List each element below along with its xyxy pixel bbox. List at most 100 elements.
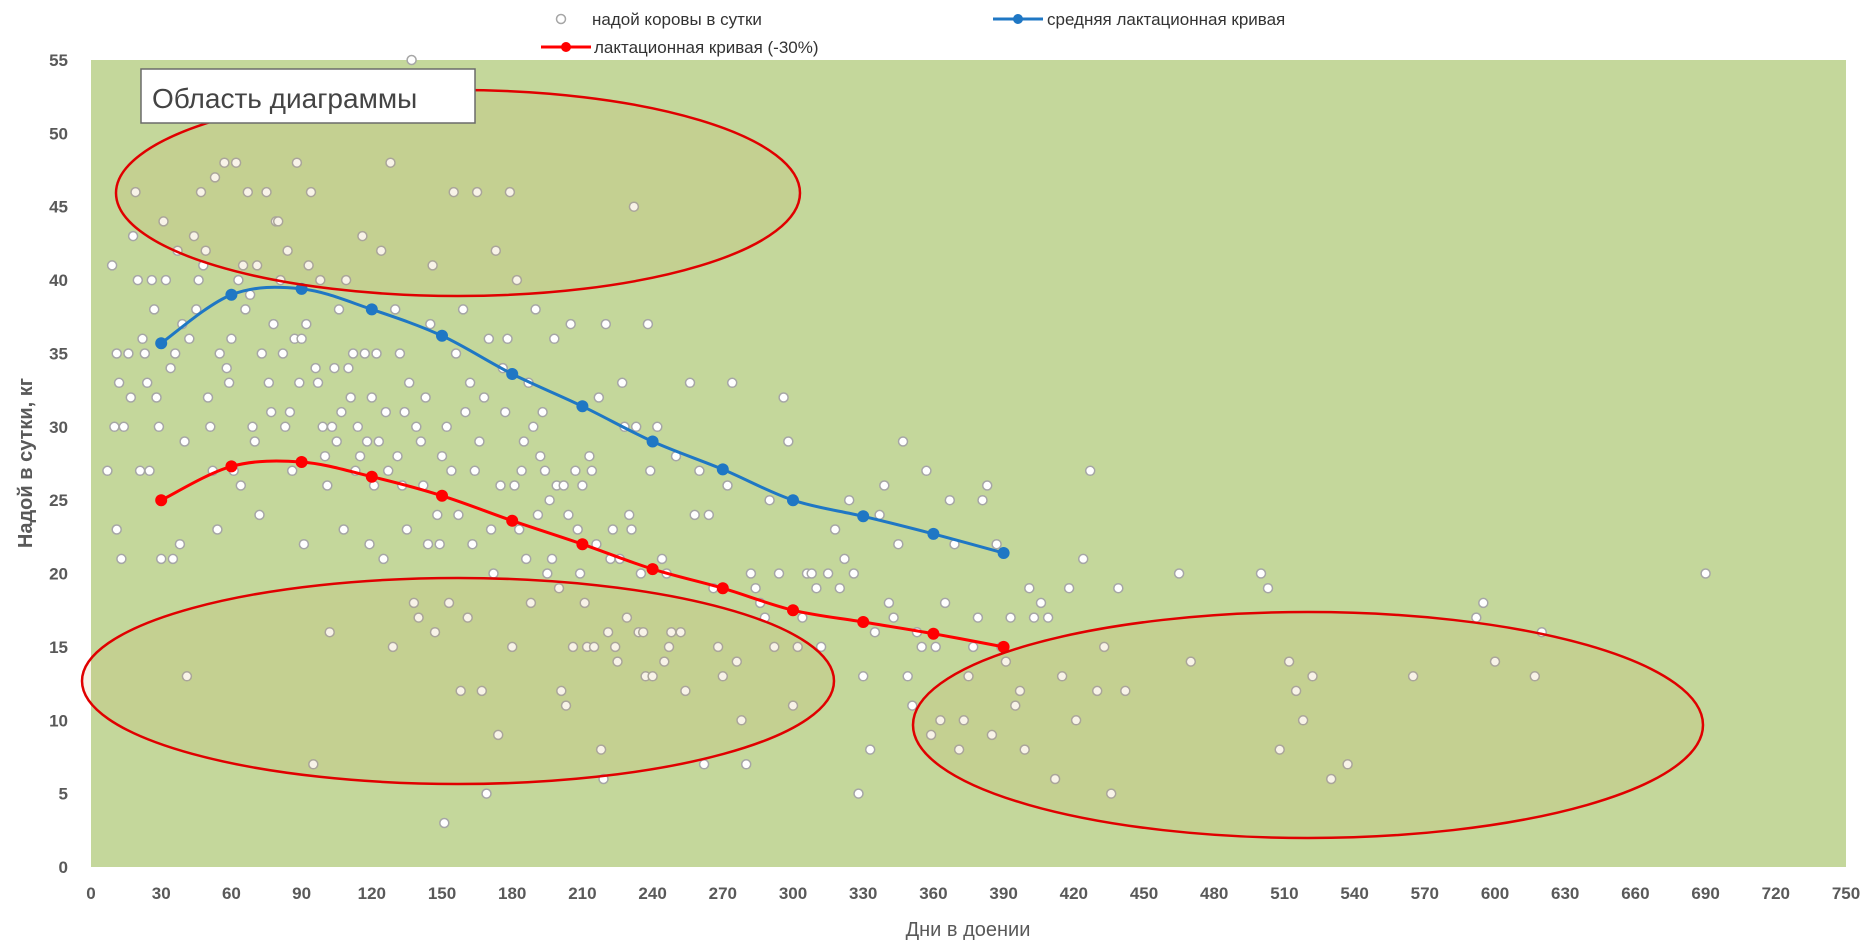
scatter-point [296,333,307,345]
scatter-point [516,465,527,477]
x-tick-label: 150 [428,884,456,903]
average-curve-point [716,463,729,476]
scatter-point [127,230,139,242]
scatter-point [537,406,548,418]
average-curve-point [225,288,238,301]
legend-marker-reduced [561,42,571,52]
reduced-curve-point [646,563,659,576]
scatter-point [329,362,340,374]
scatter-point [750,582,761,594]
scatter-point [432,509,443,521]
scatter-point [109,421,120,433]
x-tick-label: 90 [292,884,311,903]
average-curve-point [646,435,659,448]
scatter-point [584,450,595,462]
highlight-ellipse-bottom-left [80,576,836,786]
scatter-point [298,538,310,550]
scatter-point [352,421,364,433]
scatter-point [291,157,303,168]
tooltip-box [140,68,476,124]
reduced-curve-point [927,627,940,640]
scatter-point [897,436,909,447]
x-tick-label: 600 [1481,884,1509,903]
scatter-point [366,392,378,403]
scatter-point [111,524,122,535]
scatter-point [958,715,970,726]
scatter-point [506,641,518,653]
scatter-point [1173,568,1185,579]
scatter-point [570,465,581,477]
scatter-point [141,377,153,389]
scatter-point [602,626,614,638]
scatter-point [797,612,808,623]
scatter-point [340,274,352,286]
scatter-point [1529,671,1541,682]
scatter-point [265,406,277,418]
average-curve-point [155,337,168,350]
reduced-curve-point [787,604,799,617]
scatter-point [616,377,628,389]
tooltip-label: Область диаграммы [152,83,417,114]
scatter-point [1056,671,1068,682]
scatter-point [703,509,715,521]
y-tick-label: 20 [49,565,68,584]
scatter-point [1077,553,1089,565]
scatter-point [343,362,354,374]
scatter-point [174,538,186,550]
scatter-point [167,553,179,565]
scatter-point [102,465,113,477]
legend-label-scatter: надой коровы в сутки [592,10,762,29]
scatter-point [535,450,546,462]
scatter-point [474,436,485,447]
scatter-point [455,685,466,697]
scatter-point [509,480,520,491]
y-tick-label: 35 [49,344,68,363]
scatter-point [612,656,623,667]
scatter-point [165,362,176,374]
plot-area[interactable] [91,60,1846,867]
scatter-point [415,436,427,447]
scatter-point [446,465,457,477]
scatter-point [829,524,841,535]
y-axis-ticks: 0 5 10 15 20 25 30 35 40 45 50 55 [49,51,68,877]
scatter-point [1185,656,1197,667]
scatter-point [492,729,504,741]
scatter-point [457,304,469,315]
x-tick-label: 180 [498,884,526,903]
scatter-point [158,216,169,227]
scatter-point [125,392,137,403]
x-tick-label: 750 [1832,884,1860,903]
scatter-point [214,348,225,359]
scatter-point [553,582,565,594]
reduced-curve-point [506,514,519,527]
scatter-point [399,406,410,418]
scatter-point [333,304,345,315]
average-curve-point [787,494,799,507]
scatter-point [389,304,401,315]
scatter-point [361,436,373,447]
scatter-point [565,318,576,330]
reduced-curve-point [225,460,238,473]
x-tick-label: 60 [222,884,241,903]
scatter-point [413,612,424,623]
scatter-point [712,641,724,653]
scatter-point [116,553,127,565]
x-tick-label: 0 [86,884,95,903]
scatter-point [242,186,254,198]
scatter-point [406,54,417,66]
scatter-point [963,671,974,682]
scatter-point [301,318,312,330]
scatter-point [113,377,125,389]
scatter-point [226,333,237,345]
scatter-point [256,348,268,359]
scatter-point [740,759,752,770]
scatter-point [434,538,445,550]
scatter-point [1005,612,1016,623]
scatter-point [659,656,670,667]
scatter-point [1255,568,1267,579]
legend-marker-average [1013,14,1023,24]
scatter-point [864,744,876,755]
scatter-point [499,406,511,418]
scatter-point [464,377,476,389]
